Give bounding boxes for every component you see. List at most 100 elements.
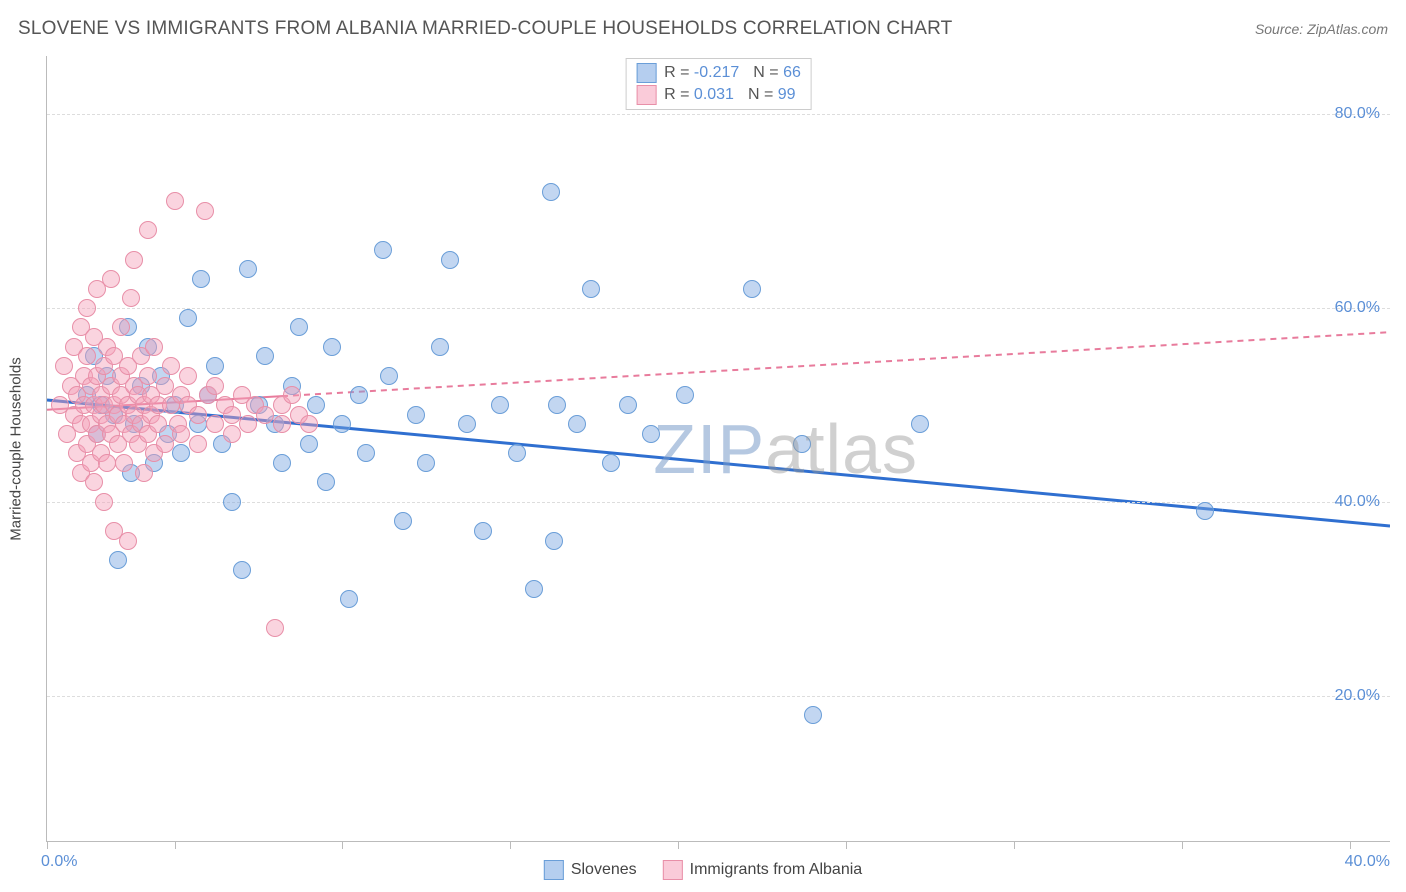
scatter-point [317,473,335,491]
scatter-point [98,454,116,472]
x-tick [342,841,343,849]
scatter-point [78,347,96,365]
legend-series: Slovenes Immigrants from Albania [544,860,862,880]
x-tick [175,841,176,849]
x-tick [47,841,48,849]
scatter-point [192,270,210,288]
legend-item-series2: Immigrants from Albania [663,860,863,880]
scatter-point [323,338,341,356]
scatter-point [458,415,476,433]
scatter-point [172,444,190,462]
n-value: 66 [783,64,801,81]
legend-item-series1: Slovenes [544,860,637,880]
x-axis-min-label: 0.0% [41,853,77,871]
scatter-point [441,251,459,269]
scatter-point [273,415,291,433]
scatter-point [793,435,811,453]
scatter-point [135,464,153,482]
scatter-point [223,493,241,511]
scatter-point [290,318,308,336]
scatter-point [156,377,174,395]
scatter-point [374,241,392,259]
scatter-point [115,454,133,472]
scatter-point [256,347,274,365]
scatter-point [239,415,257,433]
scatter-point [206,415,224,433]
scatter-point [804,706,822,724]
legend-label: Slovenes [571,861,637,879]
legend-swatch [663,860,683,880]
scatter-point [300,435,318,453]
scatter-point [223,406,241,424]
scatter-point [357,444,375,462]
n-label: N = [753,64,778,81]
scatter-point [619,396,637,414]
scatter-point [55,357,73,375]
scatter-point [417,454,435,472]
scatter-point [179,309,197,327]
scatter-point [642,425,660,443]
scatter-point [474,522,492,540]
scatter-point [109,551,127,569]
legend-row-series2: R = 0.031 N = 99 [636,85,801,105]
legend-row-series1: R = -0.217 N = 66 [636,63,801,83]
y-tick-label: 20.0% [1335,687,1380,705]
x-tick [510,841,511,849]
scatter-point [676,386,694,404]
scatter-point [122,289,140,307]
gridline-horizontal [47,502,1390,503]
scatter-point [206,357,224,375]
scatter-point [189,406,207,424]
r-label: R = [664,86,689,103]
scatter-point [333,415,351,433]
scatter-point [139,367,157,385]
scatter-point [102,270,120,288]
scatter-point [743,280,761,298]
scatter-point [95,493,113,511]
scatter-point [602,454,620,472]
gridline-horizontal [47,308,1390,309]
legend-swatch [544,860,564,880]
legend-swatch [636,63,656,83]
scatter-point [350,386,368,404]
scatter-point [431,338,449,356]
scatter-point [548,396,566,414]
plot-container: Married-couple Households ZIPatlas R = -… [46,56,1390,842]
trendline-extended [1222,510,1390,526]
scatter-point [394,512,412,530]
scatter-point [149,415,167,433]
scatter-point [266,619,284,637]
scatter-point [525,580,543,598]
scatter-point [196,202,214,220]
n-value: 99 [778,86,796,103]
gridline-horizontal [47,696,1390,697]
legend-swatch [636,85,656,105]
scatter-point [189,435,207,453]
scatter-point [85,473,103,491]
r-label: R = [664,64,689,81]
gridline-horizontal [47,114,1390,115]
r-value: 0.031 [694,86,734,103]
watermark-part1: ZIP [653,410,765,488]
scatter-point [172,425,190,443]
scatter-point [112,318,130,336]
x-tick [846,841,847,849]
scatter-point [542,183,560,201]
scatter-point [239,260,257,278]
x-axis-max-label: 40.0% [1345,853,1390,871]
scatter-point [911,415,929,433]
watermark-part2: atlas [765,410,918,488]
n-label: N = [748,86,773,103]
scatter-point [156,435,174,453]
scatter-point [125,251,143,269]
scatter-point [508,444,526,462]
scatter-point [78,299,96,317]
scatter-point [179,367,197,385]
y-tick-label: 40.0% [1335,493,1380,511]
scatter-point [340,590,358,608]
watermark: ZIPatlas [653,409,918,489]
y-tick-label: 60.0% [1335,299,1380,317]
scatter-point [1196,502,1214,520]
scatter-point [139,221,157,239]
scatter-point [307,396,325,414]
